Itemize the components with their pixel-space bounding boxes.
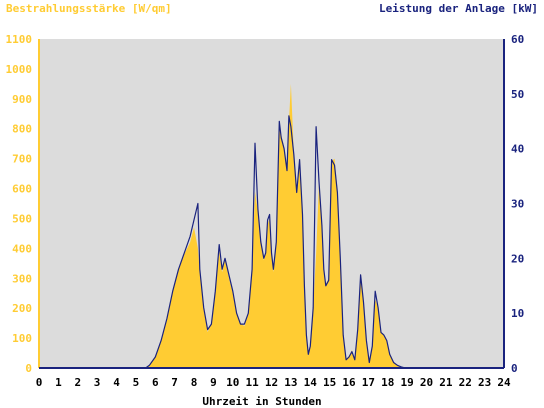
- x-tick-label: 1: [55, 376, 62, 389]
- x-tick-label: 8: [191, 376, 198, 389]
- y-right-tick-label: 40: [511, 143, 524, 156]
- y-left-tick-label: 600: [12, 183, 32, 196]
- y-left-tick-label: 900: [12, 93, 32, 106]
- y-left-tick-label: 400: [12, 242, 32, 255]
- x-tick-label: 17: [362, 376, 375, 389]
- axes: [38, 39, 505, 369]
- x-tick-label: 6: [152, 376, 159, 389]
- power-series-line: [39, 115, 504, 369]
- y-left-tick-label: 500: [12, 213, 32, 226]
- x-tick-label: 18: [381, 376, 394, 389]
- y-left-tick-label: 0: [25, 362, 32, 375]
- x-tick-label: 15: [323, 376, 336, 389]
- left-axis-title: Bestrahlungsstärke [W/qm]: [6, 2, 172, 15]
- x-tick-label: 24: [497, 376, 511, 389]
- x-tick-label: 7: [171, 376, 178, 389]
- irradiance-area-shape: [39, 83, 504, 369]
- x-tick-label: 23: [478, 376, 491, 389]
- power-line: [39, 115, 504, 369]
- x-tick-label: 12: [265, 376, 278, 389]
- x-tick-label: 0: [36, 376, 43, 389]
- y-left-tick-label: 1000: [6, 63, 33, 76]
- x-tick-label: 5: [133, 376, 140, 389]
- x-tick-label: 3: [94, 376, 101, 389]
- x-tick-label: 19: [400, 376, 413, 389]
- x-tick-label: 21: [439, 376, 453, 389]
- x-tick-label: 9: [210, 376, 217, 389]
- y-right-tick-label: 0: [511, 362, 518, 375]
- y-left-tick-label: 800: [12, 123, 32, 136]
- y-right-tick-label: 30: [511, 198, 524, 211]
- x-tick-label: 10: [226, 376, 239, 389]
- x-tick-label: 11: [245, 376, 259, 389]
- x-tick-label: 2: [74, 376, 81, 389]
- x-axis-title: Uhrzeit in Stunden: [202, 395, 321, 408]
- x-tick-label: 13: [284, 376, 297, 389]
- x-tick-label: 4: [113, 376, 120, 389]
- tick-labels: 0100200300400500600700800900100011000102…: [6, 33, 525, 389]
- y-right-tick-label: 50: [511, 88, 524, 101]
- x-tick-label: 20: [420, 376, 433, 389]
- y-left-tick-label: 700: [12, 153, 32, 166]
- x-tick-label: 16: [342, 376, 356, 389]
- y-right-tick-label: 60: [511, 33, 524, 46]
- right-axis-title: Leistung der Anlage [kW]: [379, 2, 538, 15]
- y-left-tick-label: 300: [12, 272, 32, 285]
- y-left-tick-label: 1100: [6, 33, 33, 46]
- x-tick-label: 22: [459, 376, 472, 389]
- y-right-tick-label: 20: [511, 252, 524, 265]
- irradiance-area: [39, 83, 504, 369]
- y-right-tick-label: 10: [511, 307, 524, 320]
- x-tick-label: 14: [304, 376, 318, 389]
- y-left-tick-label: 200: [12, 302, 32, 315]
- y-left-tick-label: 100: [12, 332, 32, 345]
